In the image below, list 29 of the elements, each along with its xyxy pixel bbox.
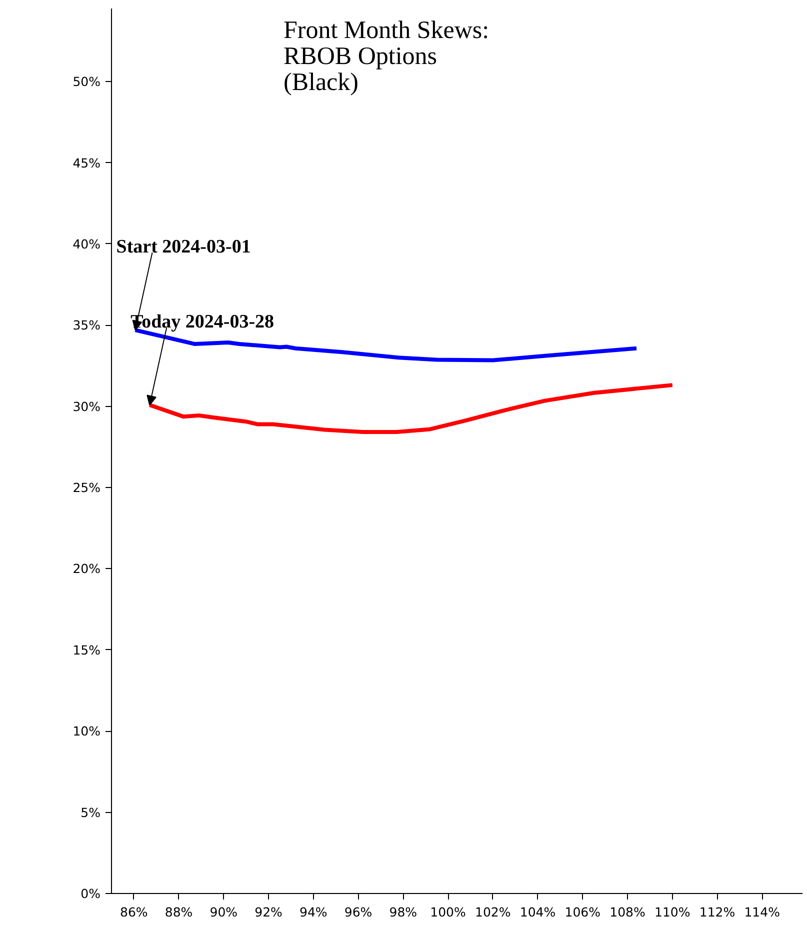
x-tick-label: 86% [120,904,148,920]
x-tick-label: 88% [164,904,193,920]
y-tick-label: 40% [72,236,101,252]
y-tick-label: 15% [72,642,101,658]
line-series [148,383,674,434]
y-tick-label: 30% [72,398,101,414]
y-tick-label: 50% [72,74,101,90]
y-tick-label: 35% [72,318,101,333]
x-tick-label: 112% [699,904,736,920]
x-tick-label: 114% [744,904,780,920]
x-tick-label: 92% [254,904,283,920]
x-tick-label: 106% [564,904,601,920]
x-tick-label: 108% [610,904,646,920]
x-tick-label: 96% [344,904,372,920]
y-tick-label: 20% [72,561,101,576]
y-tick-label: 45% [72,155,101,170]
x-tick-label: 94% [300,904,328,920]
x-tick-label: 100% [430,904,466,920]
x-tick-label: 90% [210,904,238,920]
y-tick-label: 10% [72,724,101,739]
x-tick-label: 102% [475,904,511,920]
x-tick-label: 104% [520,904,556,920]
annotation: Start 2024-03-01 [116,236,251,258]
y-tick-label: 5% [80,804,101,820]
x-tick-label: 98% [389,904,418,920]
x-tick-label: 110% [654,904,690,920]
text: Front Month Skews: RBOB Options (Black) [284,17,490,96]
y-tick-label: 25% [72,480,101,496]
y-tick-label: 0% [80,886,101,901]
